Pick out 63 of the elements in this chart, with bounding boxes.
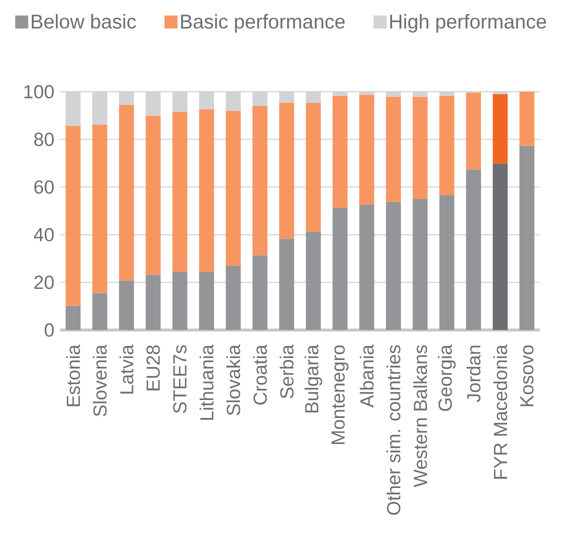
x-tick-label: Kosovo	[520, 345, 534, 406]
bar	[519, 92, 534, 146]
x-tick-label: Bulgaria	[304, 344, 322, 412]
bar	[172, 272, 188, 330]
bar	[359, 204, 374, 330]
bar	[492, 164, 508, 330]
bar	[92, 293, 108, 330]
x-tick-label: STEE7s	[173, 345, 187, 414]
x-tick-label: Montenegro	[332, 345, 349, 444]
x-tick-label: Slovenia	[92, 344, 107, 416]
x-tick-label: Georgia	[438, 344, 456, 411]
x-tick-label: Croatia	[253, 344, 267, 405]
bar	[466, 170, 482, 330]
bar	[466, 92, 482, 170]
y-tick-label: 40	[34, 228, 54, 242]
x-tick-label: Serbia	[280, 344, 294, 398]
bar	[92, 124, 108, 294]
bar	[492, 94, 508, 164]
bar	[412, 96, 428, 199]
x-tick-label: Slovakia	[226, 344, 240, 416]
bar	[279, 102, 294, 239]
bar	[119, 104, 134, 281]
bar	[412, 198, 428, 330]
bar	[439, 96, 454, 196]
bar	[66, 306, 81, 330]
bar	[119, 280, 134, 330]
x-tick-label: FYR Macedonia	[493, 344, 508, 479]
bar	[146, 116, 161, 275]
bar	[279, 238, 294, 330]
x-tick-label: Estonia	[66, 344, 80, 406]
bar	[439, 195, 454, 330]
bar	[386, 202, 401, 330]
bar	[359, 94, 374, 205]
x-tick-label: Other sim. countries	[386, 345, 400, 515]
bar	[199, 109, 214, 272]
x-tick-label: Western Balkans	[413, 345, 428, 488]
legend-label: High performance	[390, 14, 546, 33]
x-tick-label: Latvia	[120, 344, 134, 394]
y-tick-label: 100	[24, 84, 54, 98]
y-tick-label: 80	[34, 132, 54, 146]
bar	[252, 106, 268, 256]
legend-label: Basic performance	[181, 14, 345, 33]
bar	[332, 208, 348, 330]
bar	[519, 146, 534, 330]
x-tick-label: Jordan	[466, 346, 480, 402]
bar	[306, 102, 321, 232]
bar	[146, 274, 161, 330]
bar	[226, 111, 241, 266]
bar	[332, 96, 348, 208]
bar	[199, 272, 214, 330]
bar	[252, 255, 268, 330]
bar	[66, 126, 81, 306]
y-tick-label: 20	[34, 276, 54, 290]
x-tick-label: EU28	[146, 345, 160, 390]
bar	[386, 96, 401, 202]
y-tick-label: 60	[34, 180, 54, 194]
legend-label: Below basic	[32, 14, 136, 29]
y-tick-label: 0	[44, 323, 54, 337]
bar	[306, 232, 321, 330]
bar	[226, 266, 241, 330]
x-tick-label: Lithuania	[200, 344, 214, 420]
bar	[172, 112, 188, 272]
x-tick-label: Albania	[360, 344, 374, 408]
